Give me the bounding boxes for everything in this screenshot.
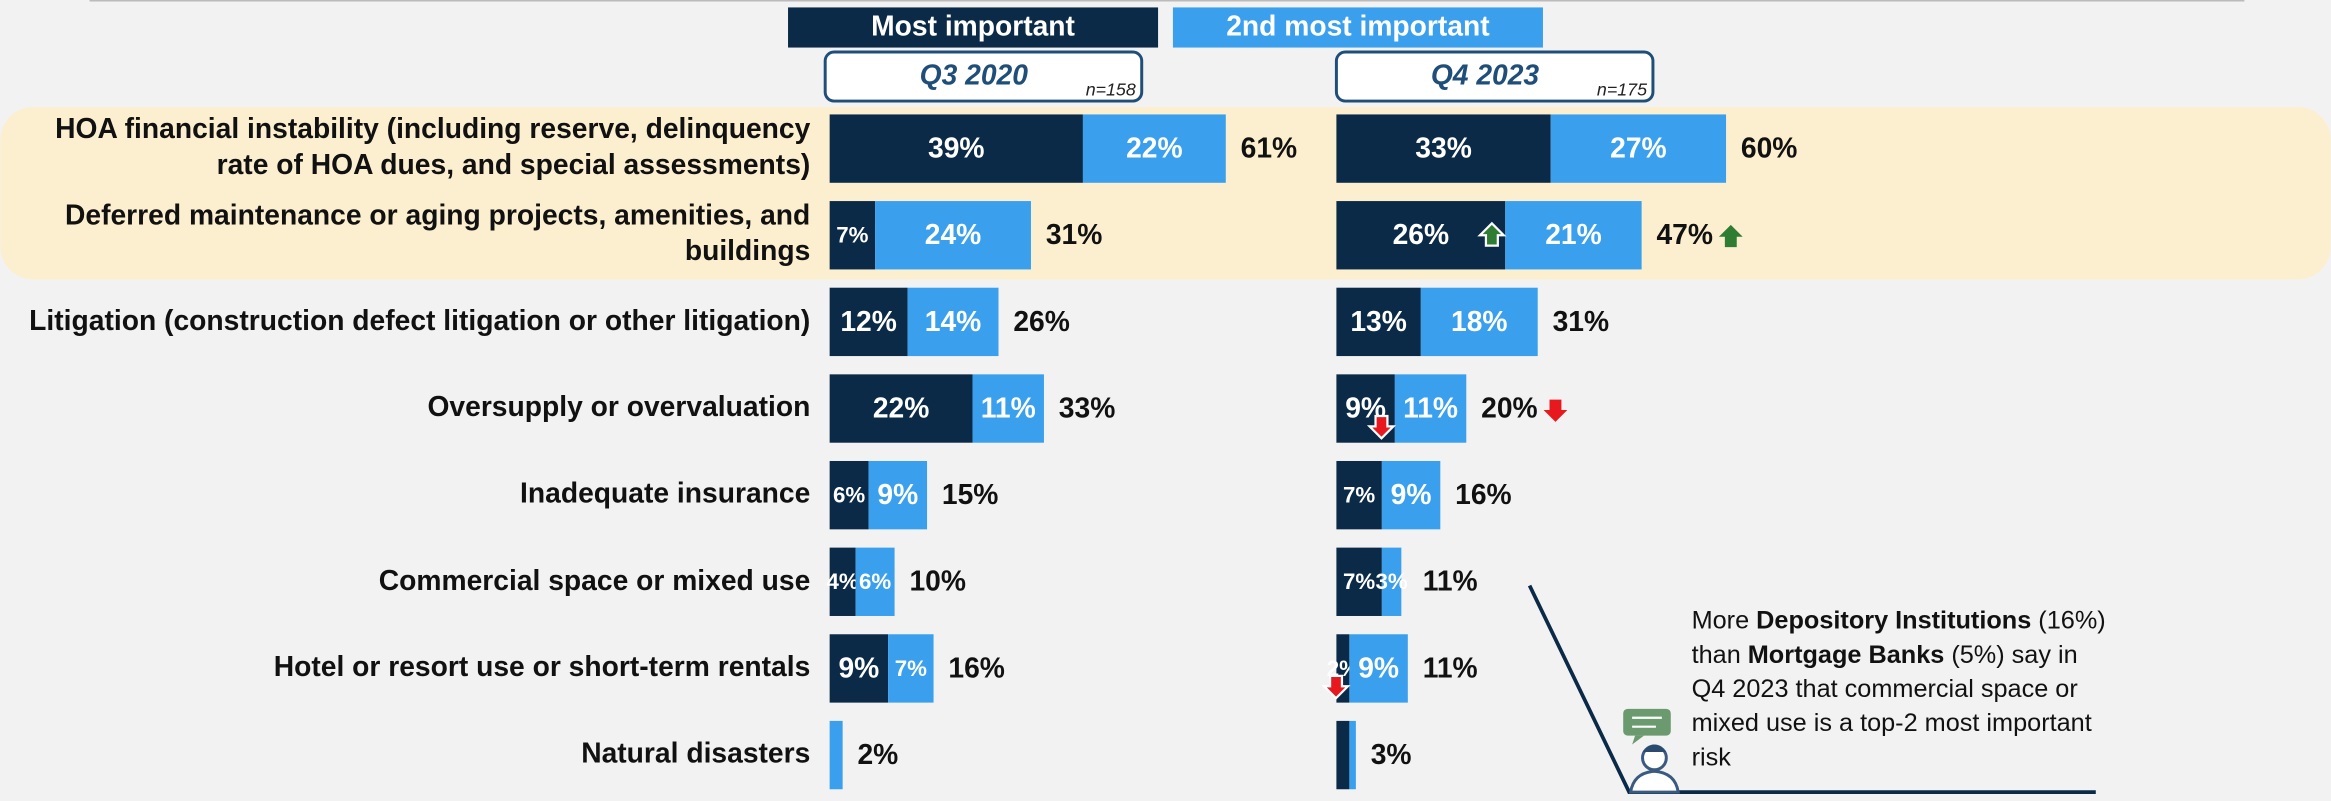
segment-label: 26% <box>1393 218 1449 250</box>
down-arrow <box>1544 400 1568 422</box>
category-label-box: Inadequate insurance <box>0 452 810 538</box>
callout-text: More Depository Institutions (16%) than … <box>1692 603 2108 774</box>
page: {"chart_data": { "type": "stacked-bar", … <box>0 0 2331 801</box>
segment-label: 9% <box>877 478 918 510</box>
category-label: Oversupply or overvaluation <box>0 365 810 451</box>
chart: Most important 2nd most important HOA fina… <box>0 0 2331 801</box>
total-label: 31% <box>1046 218 1102 250</box>
person-icon <box>1623 709 1678 792</box>
category-label-box: Commercial space or mixed use <box>0 539 810 625</box>
total-label: 47% <box>1656 218 1712 250</box>
callout-box: More Depository Institutions (16%) than … <box>1692 603 2108 789</box>
total-label: 3% <box>1371 738 1412 770</box>
total-label: 10% <box>909 565 965 597</box>
segment-label: 6% <box>859 569 891 594</box>
total-label: 20% <box>1481 391 1537 423</box>
total-label: 11% <box>1423 565 1478 597</box>
segment-label: 4% <box>827 569 859 594</box>
total-label: 26% <box>1013 305 1069 337</box>
category-label-box: Natural disasters <box>0 712 810 798</box>
legend-label: 2nd most important <box>1226 10 1490 42</box>
segment-label: 12% <box>840 305 896 337</box>
category-label: Deferred maintenance or aging projects, … <box>0 192 810 278</box>
segment-label: 11% <box>1403 391 1458 423</box>
segment-label: 3% <box>1375 569 1407 594</box>
segment-label: 22% <box>873 391 929 423</box>
callout-segment: More <box>1692 606 1757 634</box>
category-label: HOA financial instability (including res… <box>0 106 810 192</box>
segment-label: 13% <box>1350 305 1406 337</box>
total-label: 11% <box>1423 651 1478 683</box>
panel-note: n=158 <box>1086 79 1136 99</box>
callout-segment: Depository Institutions <box>1756 606 2031 634</box>
segment-label: 7% <box>1343 483 1375 508</box>
segment-label: 39% <box>928 132 984 164</box>
total-label: 16% <box>1455 478 1511 510</box>
category-label: Natural disasters <box>0 712 810 798</box>
segment-label: 27% <box>1610 132 1666 164</box>
panel-note: n=175 <box>1597 79 1647 99</box>
segment-label: 11% <box>981 391 1036 423</box>
bar-segment <box>1349 721 1355 789</box>
category-label-box: HOA financial instability (including res… <box>0 106 810 192</box>
callout-segment: Mortgage Banks <box>1748 641 1945 669</box>
category-label-box: Deferred maintenance or aging projects, … <box>0 192 810 278</box>
category-label: Commercial space or mixed use <box>0 539 810 625</box>
total-label: 31% <box>1553 305 1609 337</box>
segment-label: 22% <box>1126 132 1182 164</box>
bar-segment <box>1336 721 1349 789</box>
segment-label: 9% <box>1358 651 1399 683</box>
panel-title: Q4 2023 <box>1431 59 1540 91</box>
segment-label: 6% <box>833 483 865 508</box>
segment-label: 18% <box>1451 305 1507 337</box>
total-label: 2% <box>857 738 898 770</box>
segment-label: 21% <box>1545 218 1601 250</box>
category-label: Litigation (construction defect litigati… <box>0 279 810 365</box>
total-label: 61% <box>1241 132 1297 164</box>
segment-label: 7% <box>895 656 927 681</box>
panel-title: Q3 2020 <box>920 59 1029 91</box>
segment-label: 24% <box>925 218 981 250</box>
segment-label: 7% <box>1343 569 1375 594</box>
category-label-box: Oversupply or overvaluation <box>0 365 810 451</box>
segment-label: 33% <box>1415 132 1471 164</box>
total-label: 16% <box>948 651 1004 683</box>
segment-label: 14% <box>925 305 981 337</box>
segment-label: 7% <box>836 223 868 248</box>
category-label: Inadequate insurance <box>0 452 810 538</box>
category-label-box: Litigation (construction defect litigati… <box>0 279 810 365</box>
category-label-box: Hotel or resort use or short-term rental… <box>0 625 810 711</box>
total-label: 15% <box>942 478 998 510</box>
bar-segment <box>830 721 843 789</box>
total-label: 33% <box>1059 391 1115 423</box>
category-label: Hotel or resort use or short-term rental… <box>0 625 810 711</box>
segment-label: 9% <box>1391 478 1432 510</box>
legend-label: Most important <box>871 10 1075 42</box>
segment-label: 9% <box>838 651 879 683</box>
total-label: 60% <box>1741 132 1797 164</box>
